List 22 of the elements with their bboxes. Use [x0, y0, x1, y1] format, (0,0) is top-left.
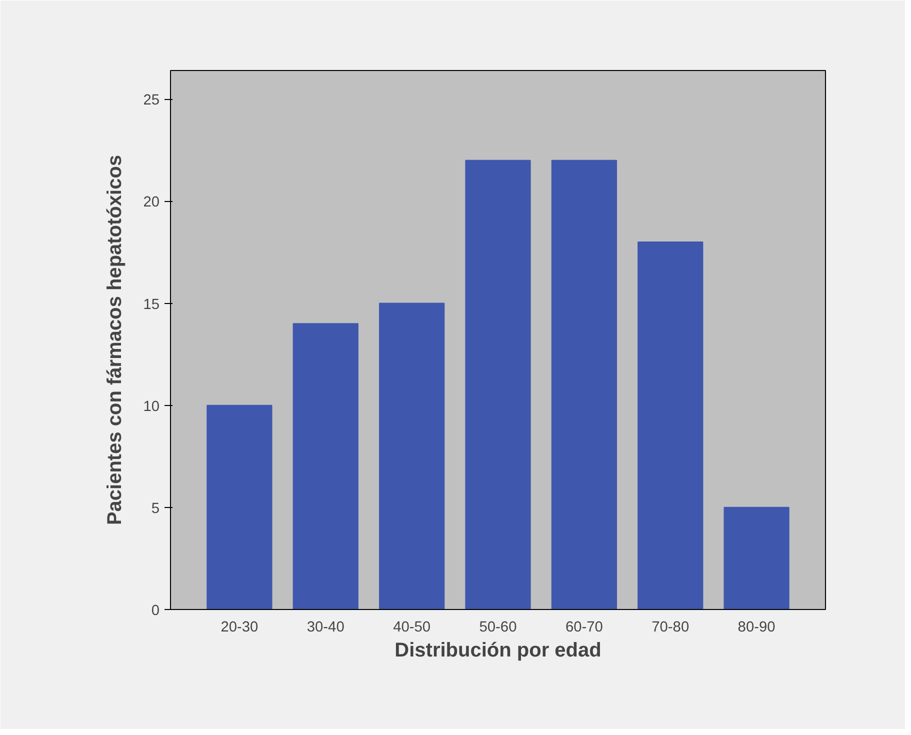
y-tick-label: 5 [151, 500, 160, 517]
x-tick-label: 60-70 [565, 620, 603, 636]
y-tick-label: 20 [143, 194, 160, 211]
bar [724, 506, 790, 610]
x-axis-title: Distribución por edad [394, 640, 602, 662]
x-tick-label: 70-80 [652, 620, 690, 636]
x-tick-label: 50-60 [479, 620, 517, 636]
y-axis-title: Pacientes con fármacos hepatotóxicos [104, 154, 126, 526]
x-tick-label: 20-30 [220, 620, 258, 636]
bar [206, 404, 272, 610]
x-tick-label: 40-50 [393, 620, 431, 636]
y-tick-label: 10 [143, 398, 160, 415]
bar [551, 160, 618, 610]
bar [292, 323, 358, 610]
bar [378, 302, 445, 610]
x-tick-label: 80-90 [738, 620, 776, 636]
y-tick-label: 15 [143, 296, 160, 313]
bar [638, 242, 704, 610]
y-tick-label: 0 [151, 603, 160, 619]
x-tick-label: 30-40 [306, 620, 344, 636]
bar [465, 160, 531, 610]
y-tick-label: 25 [143, 92, 160, 109]
